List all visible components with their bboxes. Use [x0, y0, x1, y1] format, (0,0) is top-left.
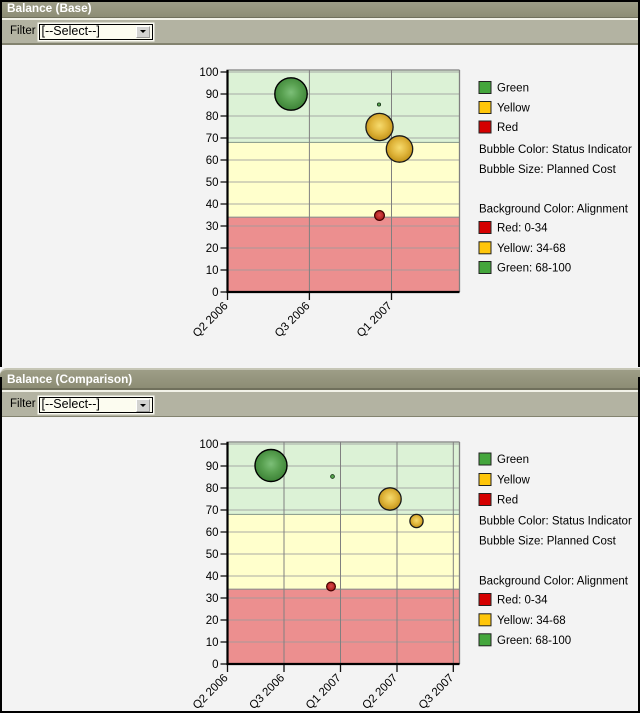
svg-text:Red: Red [497, 122, 518, 134]
svg-text:90: 90 [206, 89, 219, 101]
svg-text:80: 80 [206, 483, 219, 495]
svg-text:Green: Green [497, 83, 529, 95]
svg-text:Bubble Color: Status Indicator: Bubble Color: Status Indicator [479, 516, 632, 528]
svg-text:Green: 68-100: Green: 68-100 [497, 263, 571, 275]
svg-text:Q3 2006: Q3 2006 [247, 672, 287, 712]
svg-text:Yellow: Yellow [497, 103, 531, 115]
svg-text:Yellow: 34-68: Yellow: 34-68 [497, 243, 566, 255]
svg-text:Background Color: Alignment: Background Color: Alignment [479, 576, 629, 588]
svg-text:Q2 2006: Q2 2006 [191, 300, 231, 340]
svg-text:Background Color: Alignment: Background Color: Alignment [479, 204, 629, 216]
svg-text:Red: 0-34: Red: 0-34 [497, 595, 548, 607]
svg-text:60: 60 [206, 155, 219, 167]
svg-text:Q1 2007: Q1 2007 [304, 672, 344, 712]
svg-text:20: 20 [206, 615, 219, 627]
svg-text:Red: Red [497, 495, 518, 507]
svg-text:70: 70 [206, 505, 219, 517]
svg-text:90: 90 [206, 461, 219, 473]
svg-text:80: 80 [206, 111, 219, 123]
svg-text:100: 100 [199, 67, 218, 79]
svg-text:0: 0 [212, 287, 218, 299]
svg-text:40: 40 [206, 199, 219, 211]
svg-text:30: 30 [206, 221, 219, 233]
svg-text:Yellow: 34-68: Yellow: 34-68 [497, 615, 566, 627]
svg-text:50: 50 [206, 549, 219, 561]
svg-text:0: 0 [212, 659, 218, 671]
svg-text:100: 100 [199, 439, 218, 451]
svg-text:Q1 2007: Q1 2007 [355, 300, 395, 340]
svg-text:20: 20 [206, 243, 219, 255]
svg-text:Bubble Color: Status Indicator: Bubble Color: Status Indicator [479, 144, 632, 156]
svg-text:Q3 2006: Q3 2006 [273, 300, 313, 340]
svg-text:Q2 2007: Q2 2007 [360, 672, 400, 712]
svg-text:60: 60 [206, 527, 219, 539]
svg-text:Q2 2006: Q2 2006 [191, 672, 231, 712]
svg-text:50: 50 [206, 177, 219, 189]
svg-text:Green: 68-100: Green: 68-100 [497, 635, 571, 647]
svg-text:Yellow: Yellow [497, 475, 531, 487]
svg-text:40: 40 [206, 571, 219, 583]
svg-text:30: 30 [206, 593, 219, 605]
svg-text:Bubble Size: Planned Cost: Bubble Size: Planned Cost [479, 164, 617, 176]
svg-text:70: 70 [206, 133, 219, 145]
svg-text:10: 10 [206, 637, 219, 649]
svg-text:Bubble Size: Planned Cost: Bubble Size: Planned Cost [479, 536, 617, 548]
svg-text:Q3 2007: Q3 2007 [417, 672, 457, 712]
svg-text:Red: 0-34: Red: 0-34 [497, 223, 548, 235]
svg-text:10: 10 [206, 265, 219, 277]
svg-text:Green: Green [497, 454, 529, 466]
